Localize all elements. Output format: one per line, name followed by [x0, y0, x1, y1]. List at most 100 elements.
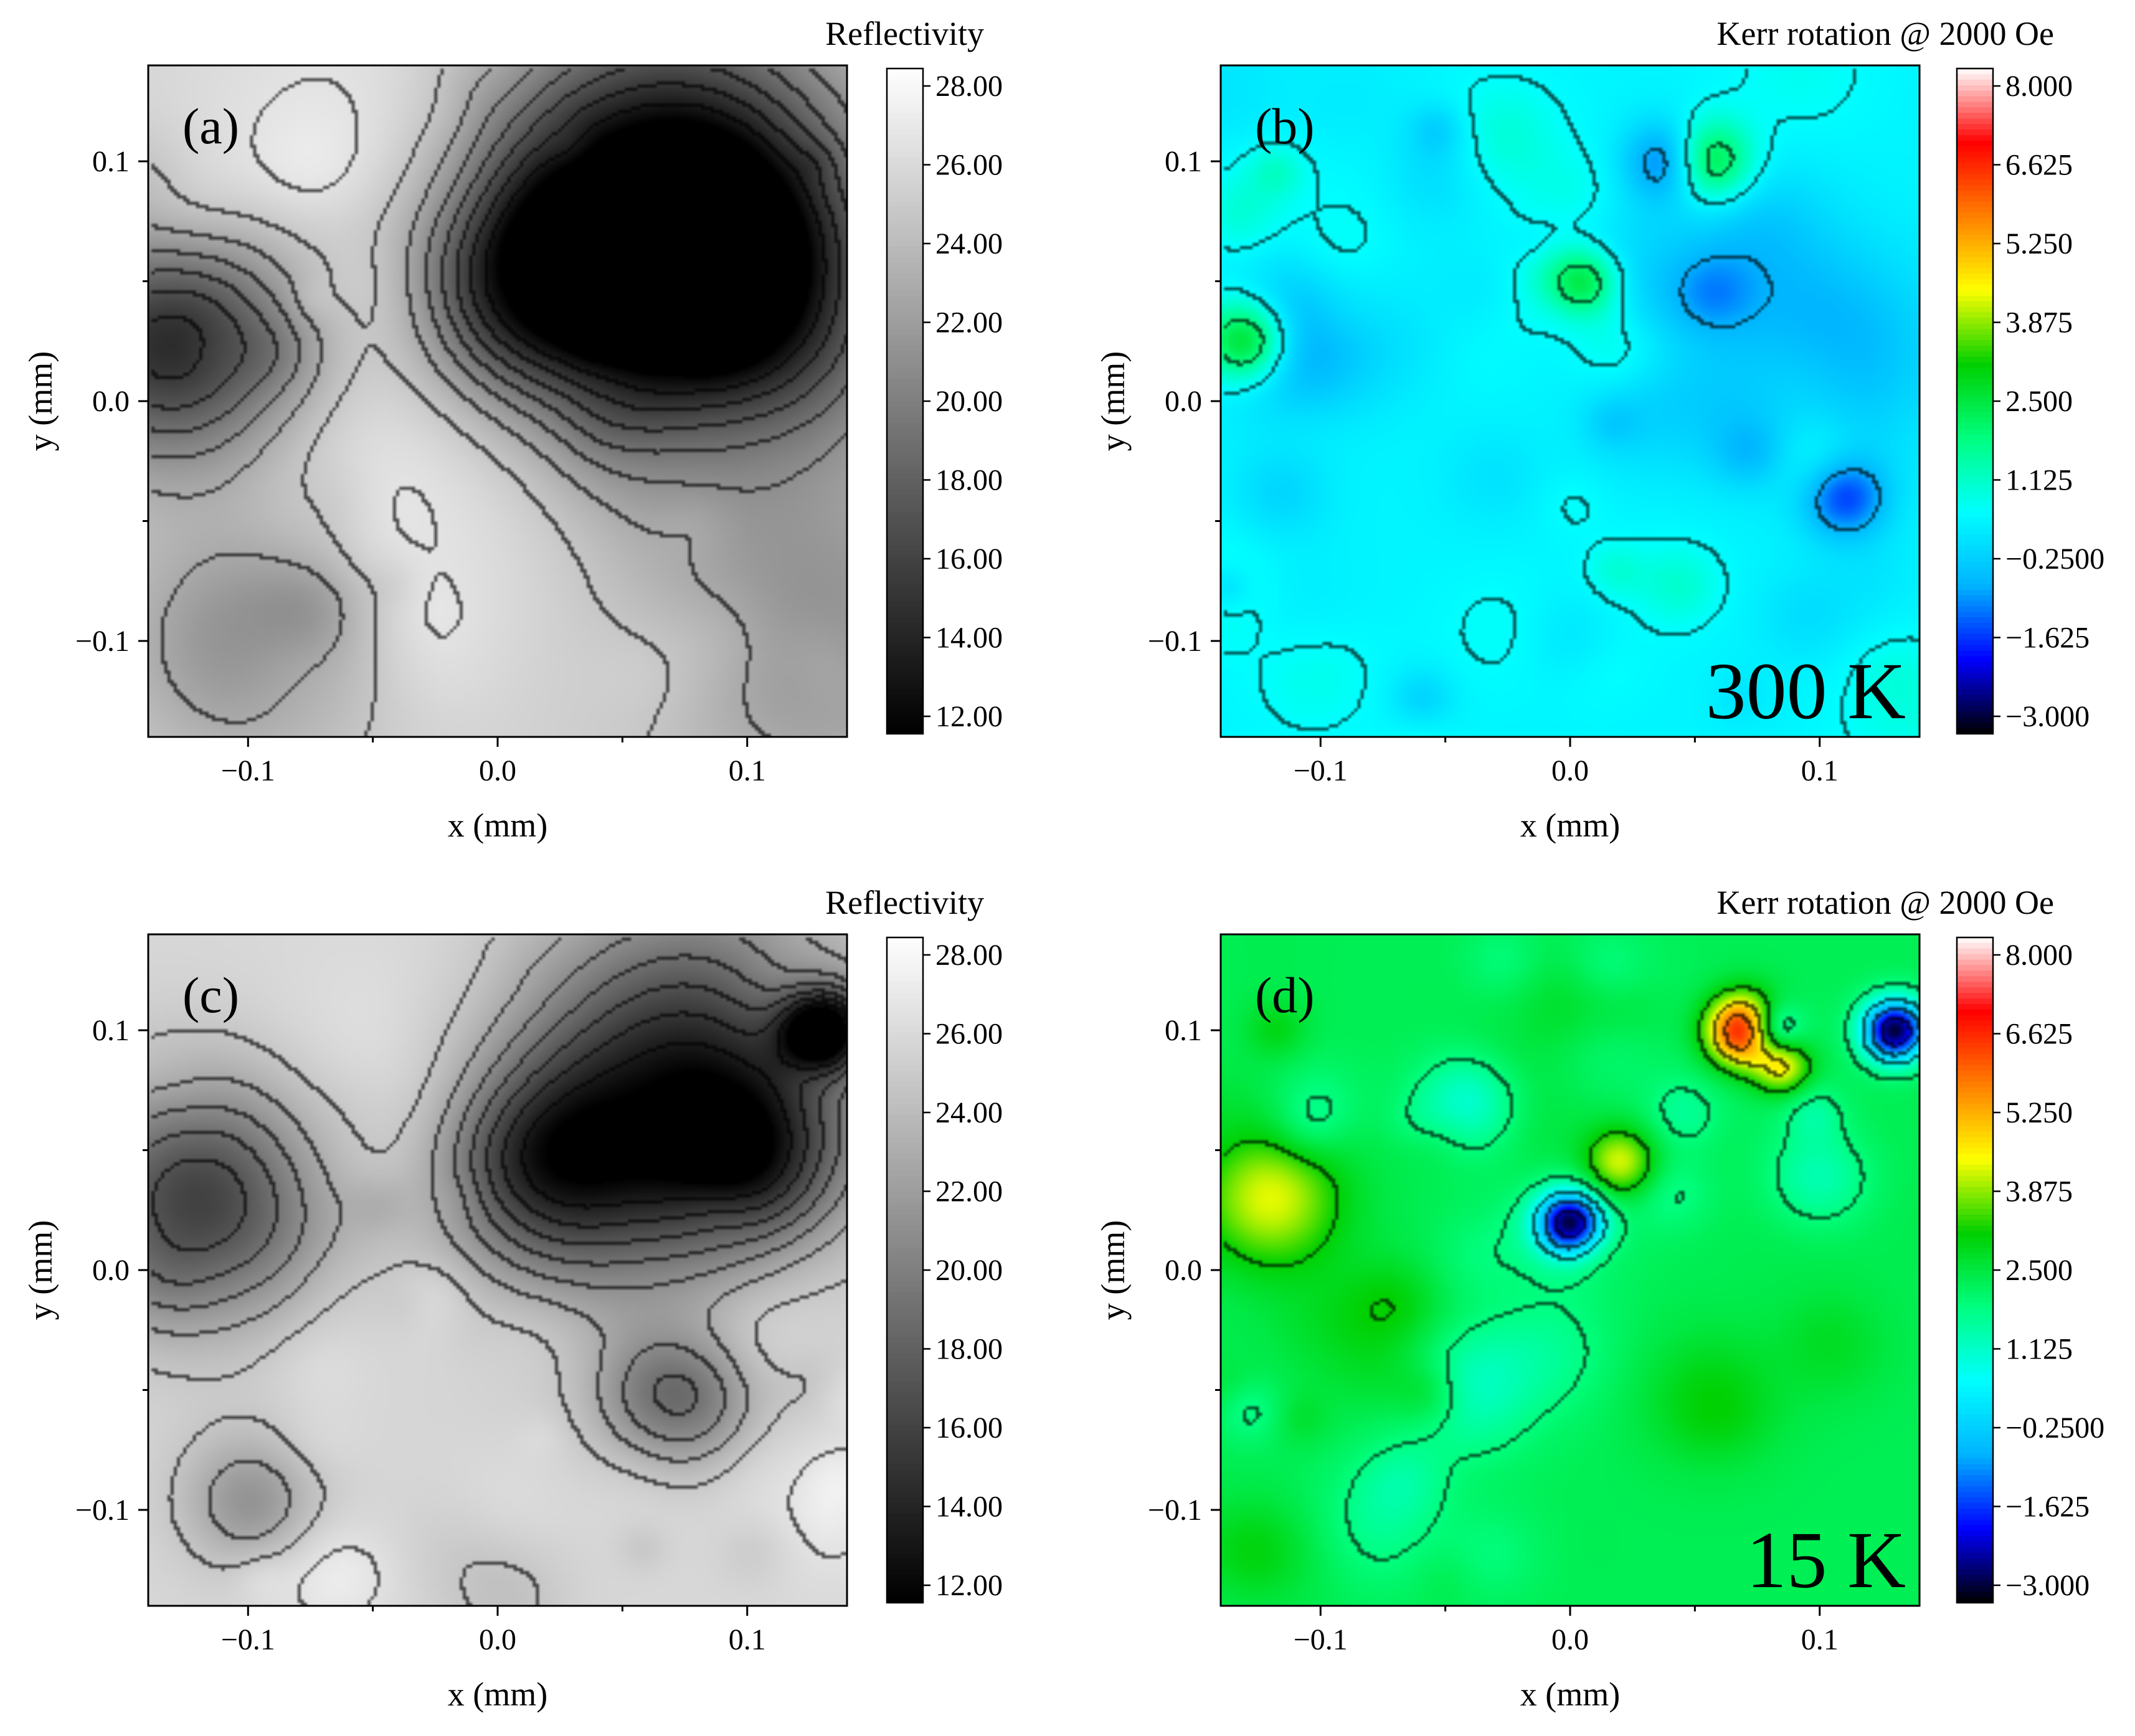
colorbar-segment: [1957, 290, 1993, 296]
colorbar-segment: [1957, 1065, 1993, 1071]
colorbar-tick-label: 24.00: [935, 227, 1003, 260]
colorbar-segment: [887, 1209, 923, 1215]
colorbar-segment: [887, 201, 923, 208]
colorbar-segment: [887, 706, 923, 712]
colorbar-segment: [887, 683, 923, 690]
colorbar-segment: [1957, 578, 1993, 585]
colorbar-segment: [887, 1154, 923, 1160]
colorbar-segment: [1957, 1070, 1993, 1077]
colorbar-segment: [1957, 124, 1993, 130]
colorbar-segment: [887, 628, 923, 635]
colorbar-segment: [887, 462, 923, 468]
colorbar-segment: [887, 1320, 923, 1326]
colorbar-segment: [1957, 1220, 1993, 1226]
colorbar-segment: [1957, 600, 1993, 607]
colorbar-segment: [887, 1259, 923, 1265]
colorbar-tick-label: 26.00: [935, 149, 1003, 182]
colorbar-segment: [887, 1475, 923, 1481]
colorbar-segment: [887, 1170, 923, 1177]
colorbar-segment: [1957, 384, 1993, 391]
colorbar-segment: [887, 473, 923, 480]
colorbar-segment: [1957, 1015, 1993, 1022]
colorbar-segment: [887, 1053, 923, 1060]
colorbar-segment: [1957, 1093, 1993, 1099]
colorbar-segment: [887, 1297, 923, 1304]
colorbar-segment: [1957, 229, 1993, 235]
colorbar-segment: [1957, 163, 1993, 169]
colorbar-tick-label: 8.000: [2005, 70, 2073, 103]
colorbar-tick-label: 12.00: [935, 700, 1003, 733]
colorbar-segment: [887, 1009, 923, 1016]
colorbar-segment: [1957, 1154, 1993, 1160]
x-axis-title: x (mm): [448, 1676, 547, 1713]
colorbar-segment: [887, 1109, 923, 1116]
colorbar-segment: [887, 948, 923, 955]
colorbar-segment: [887, 1330, 923, 1337]
colorbar-segment: [887, 295, 923, 302]
colorbar-segment: [887, 384, 923, 391]
colorbar-segment: [1957, 1525, 1993, 1531]
x-tick-label: 0.0: [1551, 1623, 1589, 1656]
colorbar-segment: [887, 1175, 923, 1182]
colorbar-segment: [1957, 451, 1993, 457]
x-axis-title: x (mm): [448, 807, 547, 844]
colorbar-segment: [887, 1264, 923, 1271]
colorbar-segment: [1957, 1009, 1993, 1016]
colorbar-segment: [1957, 1330, 1993, 1337]
colorbar-segment: [1957, 1408, 1993, 1415]
colorbar-segment: [887, 1353, 923, 1359]
colorbar-segment: [887, 1397, 923, 1404]
colorbar-segment: [1957, 1264, 1993, 1271]
colorbar-segment: [1957, 645, 1993, 652]
colorbar-segment: [1957, 1131, 1993, 1137]
colorbar-segment: [887, 1020, 923, 1027]
colorbar-segment: [1957, 1242, 1993, 1248]
colorbar-segment: [1957, 1275, 1993, 1282]
colorbar-segment: [887, 1542, 923, 1548]
colorbar-segment: [887, 1370, 923, 1376]
colorbar-segment: [887, 539, 923, 546]
colorbar-segment: [887, 650, 923, 657]
colorbar-segment: [1957, 1326, 1993, 1332]
colorbar-segment: [887, 273, 923, 280]
colorbar-title: Kerr rotation @ 2000 Oe: [1716, 15, 2054, 52]
colorbar-segment: [1957, 1397, 1993, 1404]
colorbar-segment: [887, 1525, 923, 1531]
colorbar-segment: [1957, 1231, 1993, 1238]
colorbar-segment: [1957, 190, 1993, 197]
y-tick-label: −0.1: [1148, 1494, 1202, 1527]
colorbar-segment: [887, 96, 923, 102]
colorbar-segment: [1957, 1142, 1993, 1149]
colorbar-segment: [1957, 1486, 1993, 1492]
colorbar-segment: [887, 1326, 923, 1332]
colorbar-segment: [1957, 396, 1993, 402]
colorbar-segment: [887, 711, 923, 718]
colorbar-segment: [887, 1536, 923, 1542]
colorbar-segment: [1957, 467, 1993, 474]
colorbar-segment: [1957, 151, 1993, 158]
x-axis-title: x (mm): [1520, 807, 1620, 844]
colorbar-segment: [1957, 1481, 1993, 1487]
colorbar-segment: [887, 1336, 923, 1343]
colorbar-segment: [887, 379, 923, 385]
colorbar-segment: [887, 600, 923, 607]
colorbar-segment: [1957, 490, 1993, 496]
colorbar-segment: [1957, 1003, 1993, 1010]
colorbar-segment: [1957, 140, 1993, 147]
colorbar: 8.000 6.625 5.250 3.875 2.500 1.125 −0.2500 −1.…: [1716, 884, 2104, 1604]
colorbar-segment: [887, 1026, 923, 1032]
colorbar-title: Reflectivity: [825, 884, 984, 921]
colorbar-segment: [887, 1591, 923, 1598]
colorbar-segment: [1957, 235, 1993, 241]
colorbar-tick-label: 1.125: [2005, 1333, 2073, 1366]
colorbar-segment: [887, 146, 923, 153]
colorbar-segment: [1957, 1336, 1993, 1343]
colorbar-segment: [1957, 423, 1993, 430]
colorbar-segment: [887, 1037, 923, 1043]
colorbar-segment: [887, 612, 923, 618]
colorbar-segment: [887, 1519, 923, 1525]
colorbar-segment: [1957, 1175, 1993, 1182]
colorbar-segment: [887, 1481, 923, 1487]
colorbar-segment: [887, 1043, 923, 1049]
colorbar-segment: [1957, 1447, 1993, 1454]
